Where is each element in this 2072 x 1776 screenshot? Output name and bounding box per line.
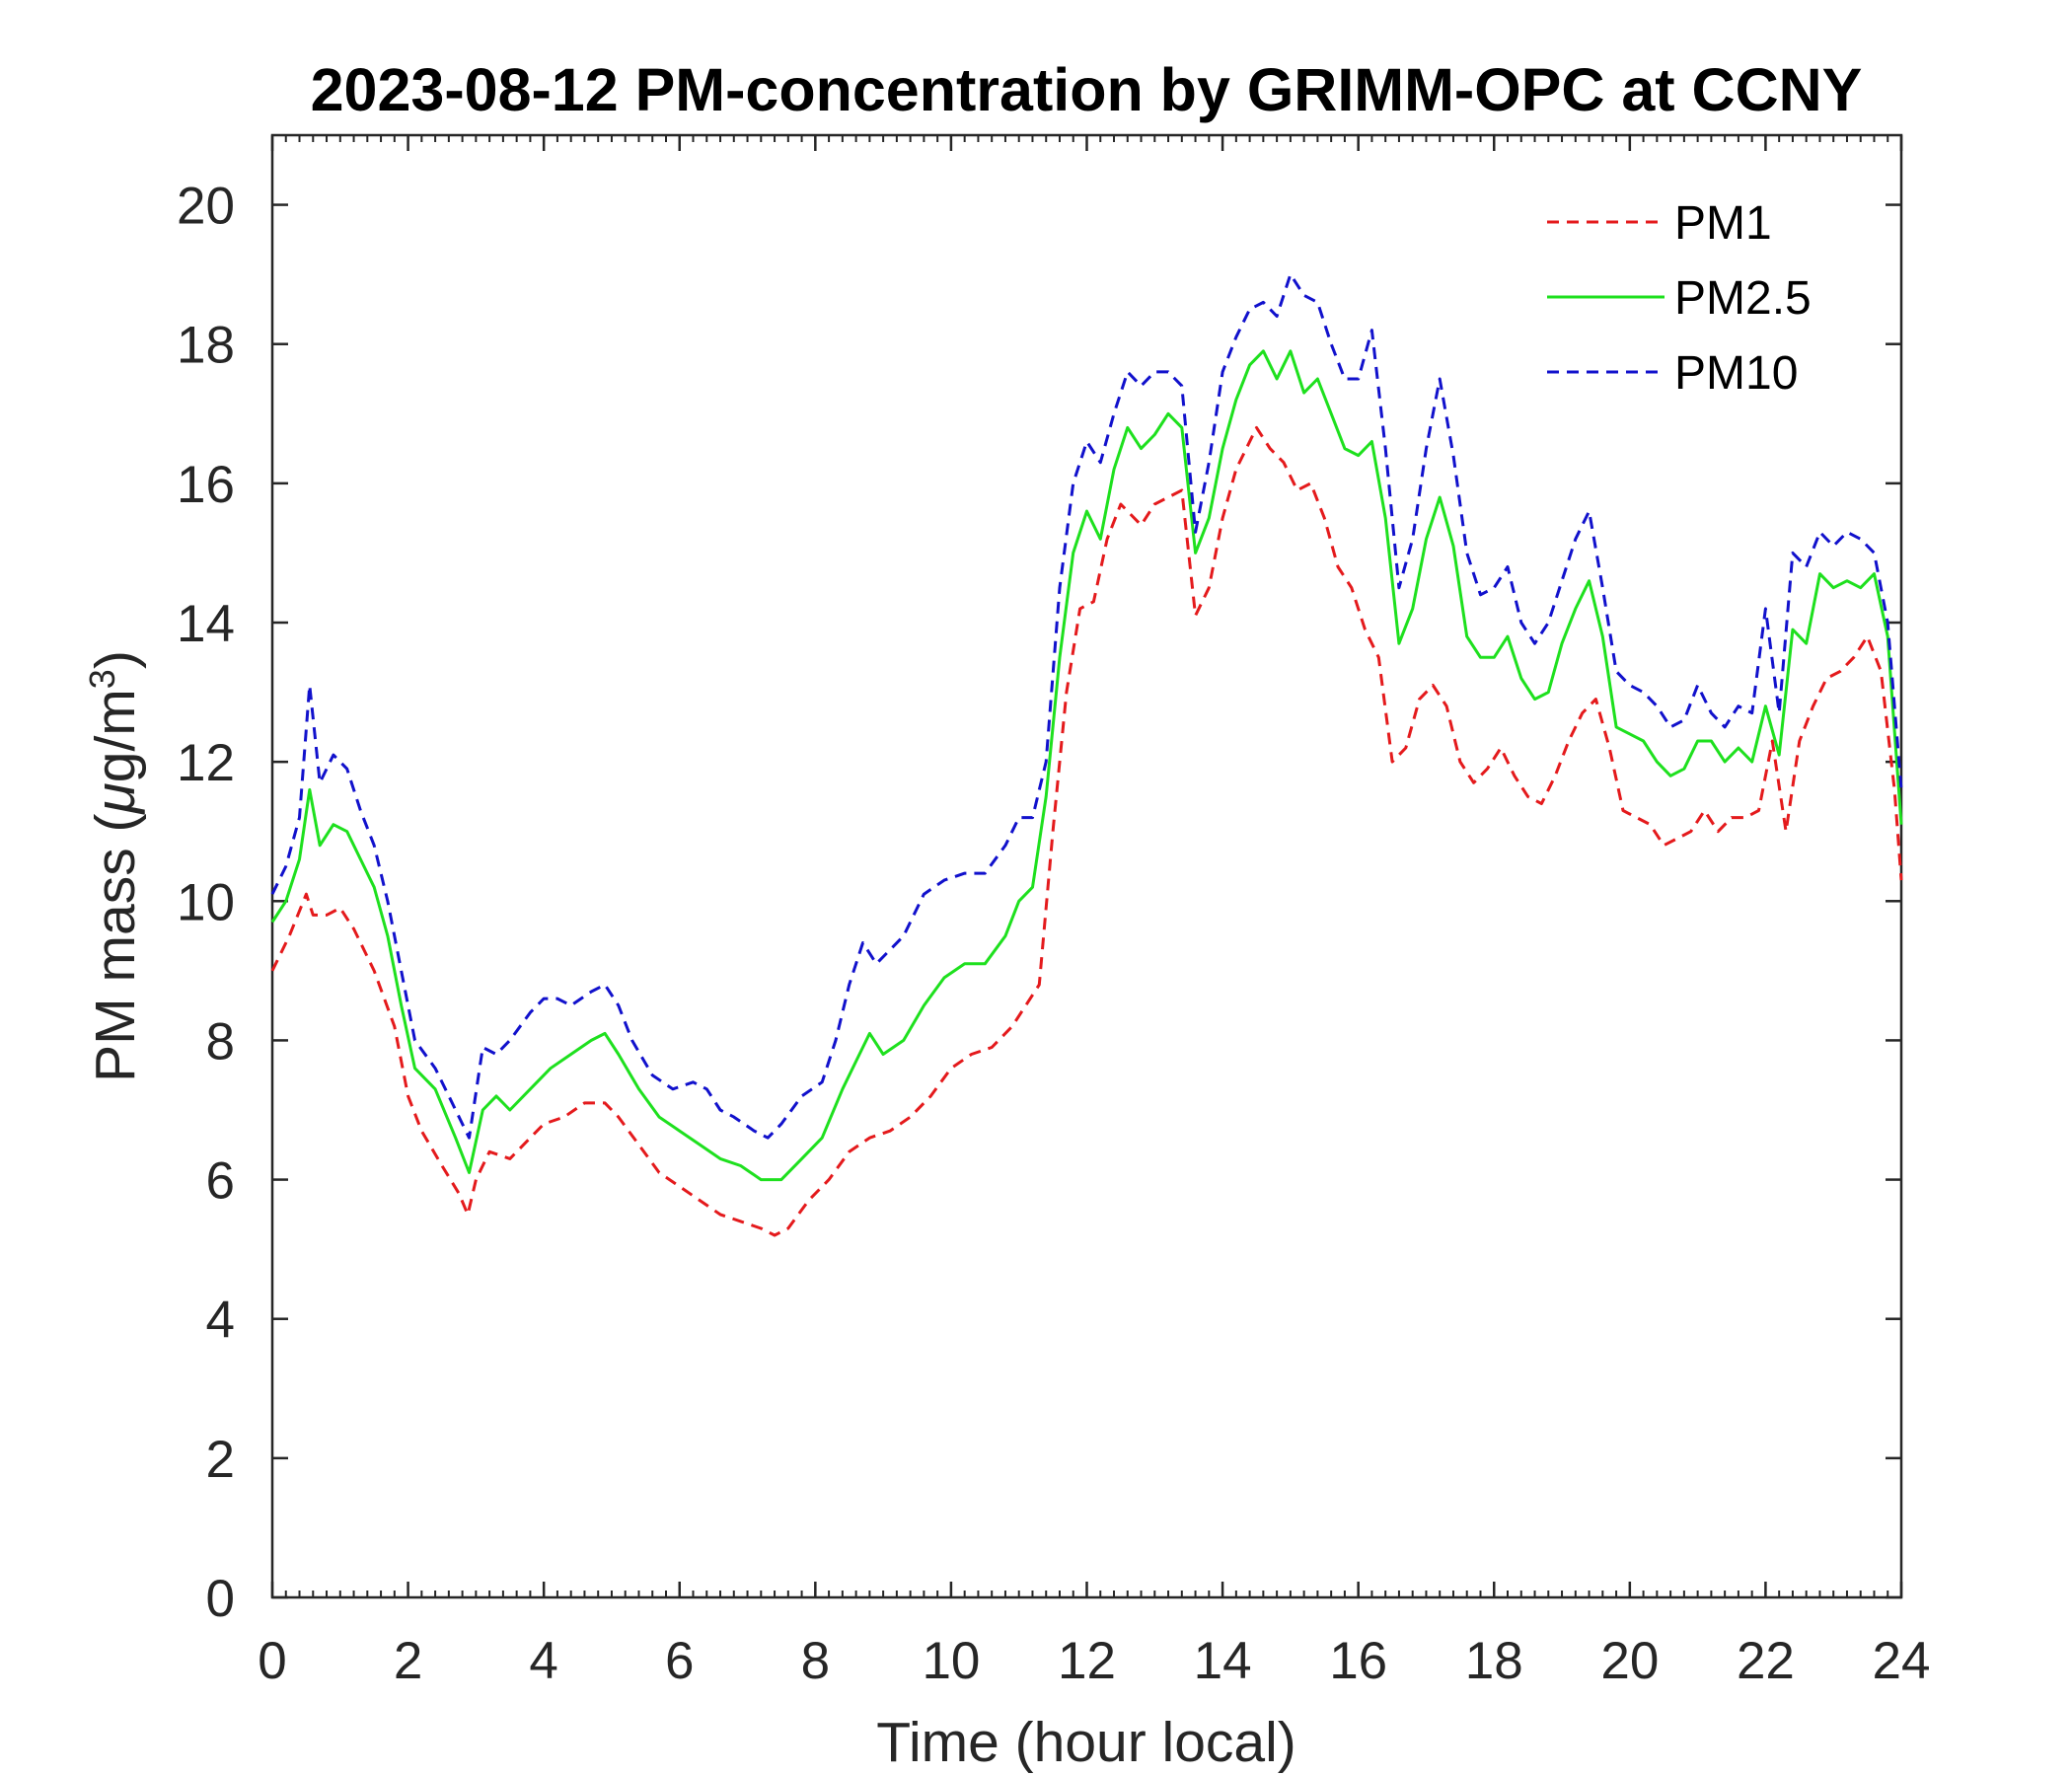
y-tick-label: 14 [177, 595, 235, 653]
y-tick-label: 12 [177, 734, 235, 792]
y-tick-label: 10 [177, 873, 235, 931]
y-axis-label-sup: 3 [82, 669, 122, 689]
x-tick-label: 6 [665, 1632, 694, 1690]
x-axis-label: Time (hour local) [876, 1711, 1296, 1774]
major-ticks [270, 135, 1903, 1599]
x-tick-label: 24 [1873, 1632, 1931, 1690]
plot-frame [270, 133, 1903, 1599]
y-tick-label: 18 [177, 317, 235, 375]
x-tick-label: 20 [1600, 1632, 1659, 1690]
chart-title: 2023-08-12 PM-concentration by GRIMM-OPC… [311, 56, 1863, 123]
series-line-pm2-5 [270, 349, 1903, 1182]
y-tick-label: 2 [206, 1431, 235, 1489]
y-axis-label-prefix: PM mass ( [84, 813, 147, 1081]
x-tick-label: 0 [258, 1632, 286, 1690]
x-tick-labels: 0 2 4 6 8 10 12 14 16 18 20 22 24 [258, 1632, 1930, 1690]
y-tick-label: 16 [177, 456, 235, 514]
x-tick-label: 16 [1329, 1632, 1387, 1690]
x-tick-label: 10 [922, 1632, 980, 1690]
legend: PM1 PM2.5 PM10 [1547, 197, 1812, 400]
y-axis-label-unit: g/m [84, 689, 147, 782]
y-tick-label: 6 [206, 1152, 235, 1211]
legend-label-pm1: PM1 [1674, 197, 1772, 250]
legend-label-pm2-5: PM2.5 [1674, 272, 1812, 325]
x-tick-label: 8 [801, 1632, 830, 1690]
y-tick-label: 8 [206, 1012, 235, 1071]
legend-label-pm10: PM10 [1674, 347, 1798, 400]
y-tick-label: 0 [206, 1570, 235, 1628]
y-tick-label: 4 [206, 1292, 235, 1350]
series-line-pm10 [270, 272, 1903, 1140]
y-axis-label-mu: μ [84, 782, 147, 815]
y-axis-label: PM mass (μg/m3) [82, 650, 148, 1082]
x-tick-label: 22 [1737, 1632, 1795, 1690]
series-layer [270, 272, 1903, 1237]
y-axis-label-suffix: ) [84, 650, 147, 669]
y-tick-labels: 0 2 4 6 8 10 12 14 16 18 20 [177, 178, 235, 1628]
x-tick-label: 2 [394, 1632, 422, 1690]
x-tick-label: 14 [1194, 1632, 1252, 1690]
x-tick-label: 18 [1465, 1632, 1523, 1690]
x-tick-label: 4 [529, 1632, 557, 1690]
x-tick-label: 12 [1058, 1632, 1116, 1690]
y-tick-label: 20 [177, 178, 235, 236]
series-line-pm1 [270, 425, 1903, 1237]
